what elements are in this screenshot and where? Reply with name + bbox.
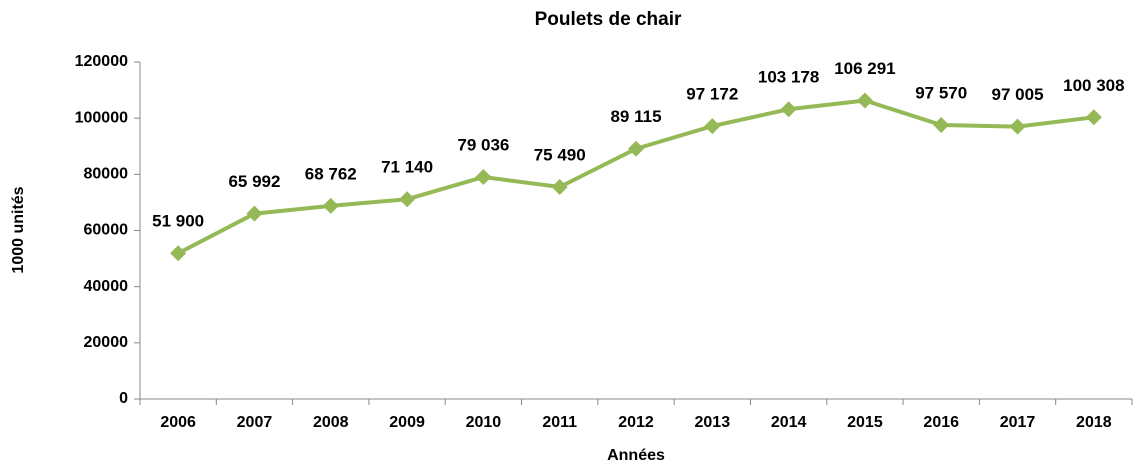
- x-axis-label: Années: [607, 447, 665, 464]
- x-tick-label: 2006: [160, 414, 196, 431]
- marker: [704, 118, 721, 135]
- marker: [246, 205, 263, 222]
- value-label: 97 005: [992, 85, 1044, 104]
- value-label: 68 762: [305, 164, 357, 183]
- value-label: 51 900: [152, 212, 204, 231]
- value-label: 79 036: [457, 136, 509, 155]
- value-label: 103 178: [758, 68, 819, 87]
- x-tick-label: 2013: [695, 414, 731, 431]
- x-tick-label: 2012: [618, 414, 654, 431]
- y-axis-label: 1000 unités: [10, 186, 27, 273]
- value-label: 71 140: [381, 158, 433, 177]
- x-tick-label: 2008: [313, 414, 349, 431]
- marker: [1085, 109, 1102, 126]
- marker: [628, 140, 644, 157]
- value-label: 89 115: [610, 107, 661, 126]
- x-tick-label: 2009: [389, 414, 425, 431]
- value-label: 106 291: [834, 59, 895, 78]
- x-tick-label: 2018: [1076, 414, 1112, 431]
- value-label: 65 992: [228, 172, 280, 191]
- y-tick-label: 60000: [84, 222, 129, 239]
- x-tick-label: 2017: [1000, 414, 1036, 431]
- marker: [856, 92, 873, 109]
- y-tick-label: 100000: [75, 109, 128, 126]
- value-label: 97 172: [686, 85, 738, 104]
- x-tick-label: 2016: [923, 414, 959, 431]
- marker: [1009, 118, 1026, 135]
- y-tick-label: 120000: [75, 53, 128, 70]
- value-label: 75 490: [534, 145, 586, 164]
- x-tick-label: 2007: [237, 414, 273, 431]
- marker: [399, 191, 416, 208]
- marker: [322, 197, 339, 214]
- x-tick-label: 2011: [542, 414, 577, 431]
- x-tick-label: 2010: [466, 414, 502, 431]
- marker: [780, 101, 797, 118]
- value-label: 97 570: [915, 83, 967, 102]
- x-tick-label: 2015: [847, 414, 883, 431]
- value-label: 100 308: [1063, 76, 1124, 95]
- marker: [170, 245, 187, 262]
- marker: [551, 178, 568, 195]
- marker: [475, 169, 492, 186]
- x-tick-label: 2014: [771, 414, 807, 431]
- y-tick-label: 0: [119, 390, 128, 407]
- chart-title: Poulets de chair: [535, 9, 682, 30]
- y-tick-label: 20000: [84, 334, 129, 351]
- y-tick-label: 40000: [84, 278, 129, 295]
- y-tick-label: 80000: [84, 166, 129, 183]
- marker: [933, 116, 950, 133]
